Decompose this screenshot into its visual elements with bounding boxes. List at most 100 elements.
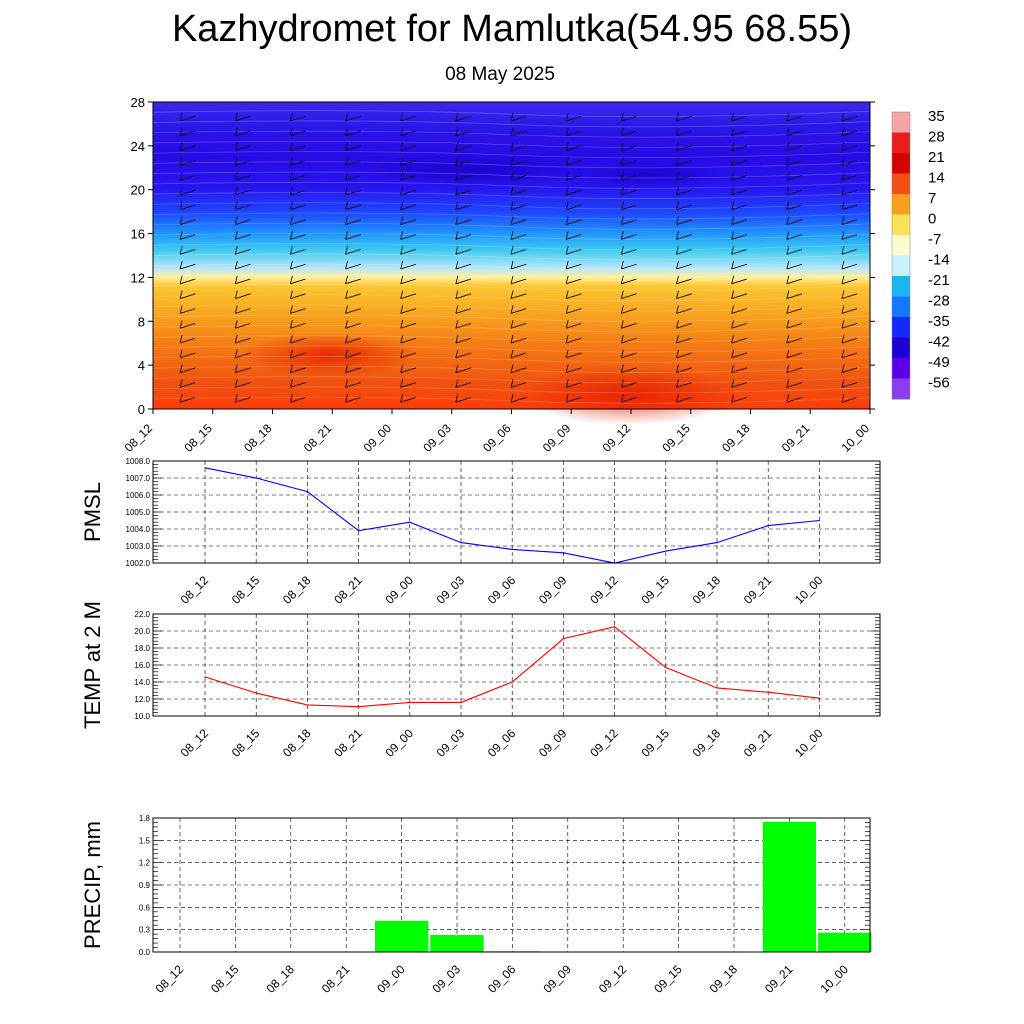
wind-barb: [345, 394, 348, 403]
wind-barb: [786, 172, 790, 181]
wind-barb: [620, 186, 624, 196]
wind-barb: [345, 278, 361, 285]
wind-barb: [290, 320, 293, 329]
colorbar-label: 7: [928, 190, 936, 207]
wind-barb: [731, 115, 747, 122]
wind-barb: [234, 231, 238, 240]
wind-barb: [290, 204, 306, 211]
wind-barb: [510, 290, 514, 299]
wind-barb: [841, 382, 858, 388]
wind-barb: [400, 189, 417, 196]
wind-barb: [234, 334, 238, 344]
x-tick-label: 10_00: [792, 573, 826, 607]
y-tick-label: 8: [138, 314, 145, 329]
wind-barb: [786, 382, 803, 388]
wind-barb: [731, 275, 735, 284]
wind-barb: [179, 364, 183, 373]
wind-barb: [510, 260, 514, 270]
wind-barb: [179, 216, 183, 225]
wind-barb: [841, 394, 845, 403]
wind-barb: [786, 278, 803, 285]
wind-barb: [786, 367, 803, 374]
wind-barb: [345, 216, 348, 225]
wind-barb: [510, 246, 514, 255]
wind-barb: [676, 260, 679, 270]
wind-barb: [345, 231, 348, 240]
wind-barb: [565, 231, 569, 240]
wind-barb: [731, 189, 747, 196]
wind-barb: [455, 293, 472, 299]
wind-barb: [510, 219, 527, 225]
wind-barb: [234, 112, 238, 122]
wind-barb: [345, 323, 361, 329]
wind-barb: [731, 334, 735, 344]
x-tick-label: 08_15: [208, 962, 242, 996]
wind-barb: [345, 175, 361, 181]
wind-barb: [621, 397, 637, 403]
wind-barb: [290, 382, 306, 388]
wind-barb: [455, 290, 459, 299]
wind-barb: [731, 290, 735, 299]
wind-barb: [179, 379, 183, 388]
colorbar-frame: [891, 111, 911, 400]
wind-barb: [786, 290, 790, 299]
wind-barb: [731, 379, 735, 388]
wind-barb: [400, 323, 417, 329]
wind-barb: [345, 260, 348, 270]
wind-barb: [621, 249, 637, 255]
wind-barb: [345, 246, 348, 255]
wind-barb: [290, 130, 306, 137]
colorbar-label: -28: [928, 293, 950, 310]
wind-barb: [510, 231, 514, 240]
wind-barb: [345, 219, 361, 225]
series-point: [255, 477, 257, 479]
wind-barb: [290, 275, 293, 284]
wind-barb: [621, 337, 637, 344]
wind-barb: [290, 249, 306, 255]
wind-barb: [786, 293, 803, 299]
contour-line: [152, 304, 871, 312]
wind-barb: [510, 175, 527, 181]
wind-barb: [179, 293, 196, 299]
wind-barb: [345, 367, 361, 374]
precip-bar: [374, 920, 429, 952]
wind-barb: [510, 201, 514, 210]
wind-barb: [841, 127, 845, 136]
wind-barb: [400, 278, 417, 285]
wind-barb: [566, 397, 582, 403]
wind-barb: [234, 275, 238, 284]
wind-barb: [510, 145, 527, 151]
wind-barb: [179, 337, 196, 344]
wind-barb: [786, 160, 803, 166]
wind-barb: [786, 263, 803, 270]
colorbar-swatch: [892, 276, 910, 297]
wind-barb: [510, 234, 527, 240]
wind-barb: [731, 127, 735, 136]
wind-barb: [290, 127, 293, 136]
wind-barb: [786, 305, 790, 314]
colorbar-swatch: [892, 214, 910, 236]
contour-line: [152, 274, 871, 281]
wind-barb: [620, 142, 624, 151]
wind-barb: [345, 337, 361, 344]
wind-barb: [345, 249, 361, 255]
wind-barb: [621, 234, 637, 240]
wind-barb: [235, 175, 251, 181]
x-tick-label: 10_00: [817, 962, 851, 996]
series-point: [614, 626, 616, 628]
wind-barb: [565, 394, 569, 403]
wind-barb: [676, 201, 679, 210]
wind-barb: [345, 204, 361, 211]
y-tick-label: 0.6: [139, 903, 151, 912]
wind-barb: [731, 323, 747, 329]
wind-barb: [841, 172, 845, 181]
x-tick-label: 09_09: [536, 726, 570, 760]
contour-line: [152, 110, 871, 117]
series-point: [409, 521, 411, 523]
wind-barb: [455, 231, 459, 240]
wind-barb: [566, 160, 582, 166]
wind-barb: [290, 308, 306, 314]
wind-barb: [676, 293, 692, 299]
wind-barb: [345, 172, 348, 181]
